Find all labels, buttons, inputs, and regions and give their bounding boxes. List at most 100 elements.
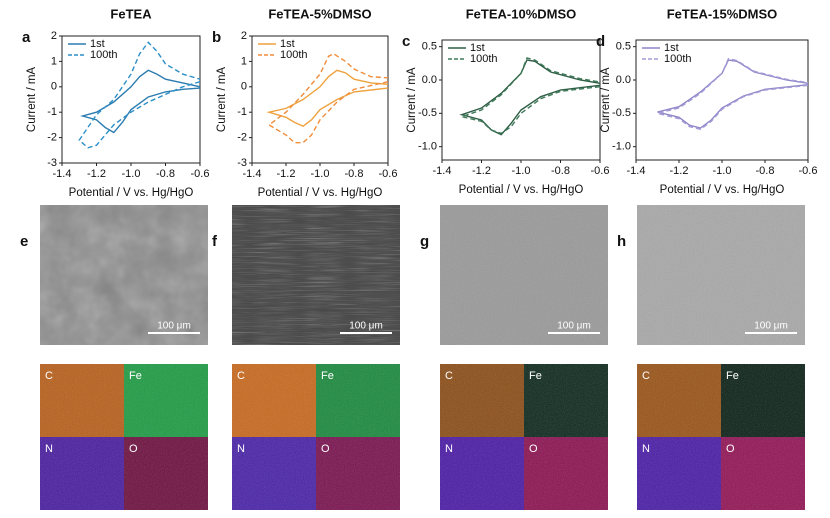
y-tick-label: 0	[51, 81, 57, 93]
legend-label: 100th	[280, 49, 308, 61]
legend-label: 100th	[90, 49, 118, 61]
y-axis-label: Current / mA	[216, 67, 228, 133]
map-label: N	[642, 443, 650, 455]
y-tick-label: -1.0	[418, 141, 437, 153]
x-tick-label: -0.6	[591, 165, 610, 177]
x-tick-label: -1.0	[311, 168, 330, 180]
y-tick-label: 1	[241, 55, 247, 67]
y-tick-label: -2	[47, 132, 57, 144]
y-tick-label: -1.0	[612, 141, 631, 153]
scale-bar-label: 100 μm	[557, 321, 591, 332]
panel-label: e	[20, 233, 28, 250]
y-tick-label: -3	[47, 157, 57, 169]
x-tick-label: -1.4	[53, 168, 72, 180]
x-axis-label: Potential / V vs. Hg/HgO	[660, 184, 785, 196]
legend-label: 1st	[470, 42, 485, 54]
cv-curve	[657, 57, 809, 131]
map-label: Fe	[529, 370, 542, 382]
scale-bar-label: 100 μm	[754, 321, 788, 332]
map-label: O	[129, 443, 138, 455]
panel-label: a	[22, 29, 31, 46]
sem-texture	[232, 205, 400, 345]
map-texture	[40, 364, 124, 437]
x-tick-label: -1.0	[122, 168, 141, 180]
x-tick-label: -1.4	[433, 165, 452, 177]
panel-label: b	[212, 29, 221, 46]
y-tick-label: 1	[51, 55, 57, 67]
x-tick-label: -0.8	[345, 168, 364, 180]
map-texture	[124, 364, 208, 437]
map-label: O	[321, 443, 330, 455]
scale-bar-label: 100 μm	[157, 321, 191, 332]
x-tick-label: -1.2	[277, 168, 296, 180]
cv-curve	[267, 52, 389, 144]
y-tick-label: 0.5	[422, 41, 437, 53]
chart-title: FeTEA-5%DMSO	[268, 6, 371, 21]
x-tick-label: -0.8	[551, 165, 570, 177]
y-tick-label: 0	[241, 81, 247, 93]
map-texture	[40, 437, 124, 510]
map-label: O	[726, 443, 735, 455]
legend-label: 100th	[470, 53, 498, 65]
x-axis-label: Potential / V vs. Hg/HgO	[69, 187, 194, 199]
map-label: Fe	[129, 370, 142, 382]
y-tick-label: 2	[51, 30, 57, 42]
y-axis-label: Current / mA	[406, 67, 418, 133]
map-texture	[524, 364, 608, 437]
y-axis-label: Current / mA	[600, 67, 612, 133]
scale-bar-label: 100 μm	[349, 321, 383, 332]
y-tick-label: 0.5	[616, 41, 631, 53]
map-label: C	[237, 370, 245, 382]
map-label: Fe	[726, 370, 739, 382]
y-tick-label: 0.0	[616, 74, 631, 86]
sem-texture	[40, 205, 208, 345]
y-tick-label: 0.0	[422, 74, 437, 86]
map-label: N	[45, 443, 53, 455]
legend-label: 100th	[664, 53, 692, 65]
map-texture	[524, 437, 608, 510]
panel-label: f	[212, 233, 218, 250]
map-texture	[232, 364, 316, 437]
legend-label: 1st	[90, 38, 105, 50]
map-texture	[721, 364, 805, 437]
chart-title: FeTEA-15%DMSO	[667, 6, 778, 21]
map-texture	[637, 437, 721, 510]
cv-curve	[78, 41, 201, 149]
sem-texture	[637, 205, 805, 345]
panel-label: d	[596, 33, 605, 50]
x-tick-label: -0.6	[379, 168, 398, 180]
map-label: C	[642, 370, 650, 382]
y-tick-label: -2	[237, 132, 247, 144]
y-tick-label: -1	[237, 106, 247, 118]
map-label: N	[237, 443, 245, 455]
cv-curve	[80, 69, 201, 134]
map-texture	[232, 437, 316, 510]
map-texture	[637, 364, 721, 437]
cv-curve	[266, 69, 389, 127]
x-tick-label: -1.0	[512, 165, 531, 177]
panel-label: h	[617, 233, 626, 250]
x-tick-label: -1.2	[670, 165, 689, 177]
map-texture	[721, 437, 805, 510]
map-label: N	[445, 443, 453, 455]
sem-texture	[440, 205, 608, 345]
panel-label: g	[420, 233, 429, 250]
x-tick-label: -0.8	[756, 165, 775, 177]
y-tick-label: -0.5	[612, 107, 631, 119]
x-tick-label: -1.4	[243, 168, 262, 180]
chart-title: FeTEA-10%DMSO	[466, 6, 577, 21]
legend-label: 1st	[280, 38, 295, 50]
map-texture	[316, 437, 400, 510]
y-tick-label: 2	[241, 30, 247, 42]
x-tick-label: -1.0	[713, 165, 732, 177]
plot-frame	[441, 39, 601, 161]
x-tick-label: -0.6	[191, 168, 210, 180]
x-axis-label: Potential / V vs. Hg/HgO	[258, 187, 383, 199]
x-tick-label: -0.6	[799, 165, 818, 177]
y-tick-label: -1	[47, 106, 57, 118]
x-tick-label: -0.8	[156, 168, 175, 180]
map-texture	[440, 364, 524, 437]
x-tick-label: -1.4	[627, 165, 646, 177]
legend-label: 1st	[664, 42, 679, 54]
y-tick-label: -0.5	[418, 107, 437, 119]
